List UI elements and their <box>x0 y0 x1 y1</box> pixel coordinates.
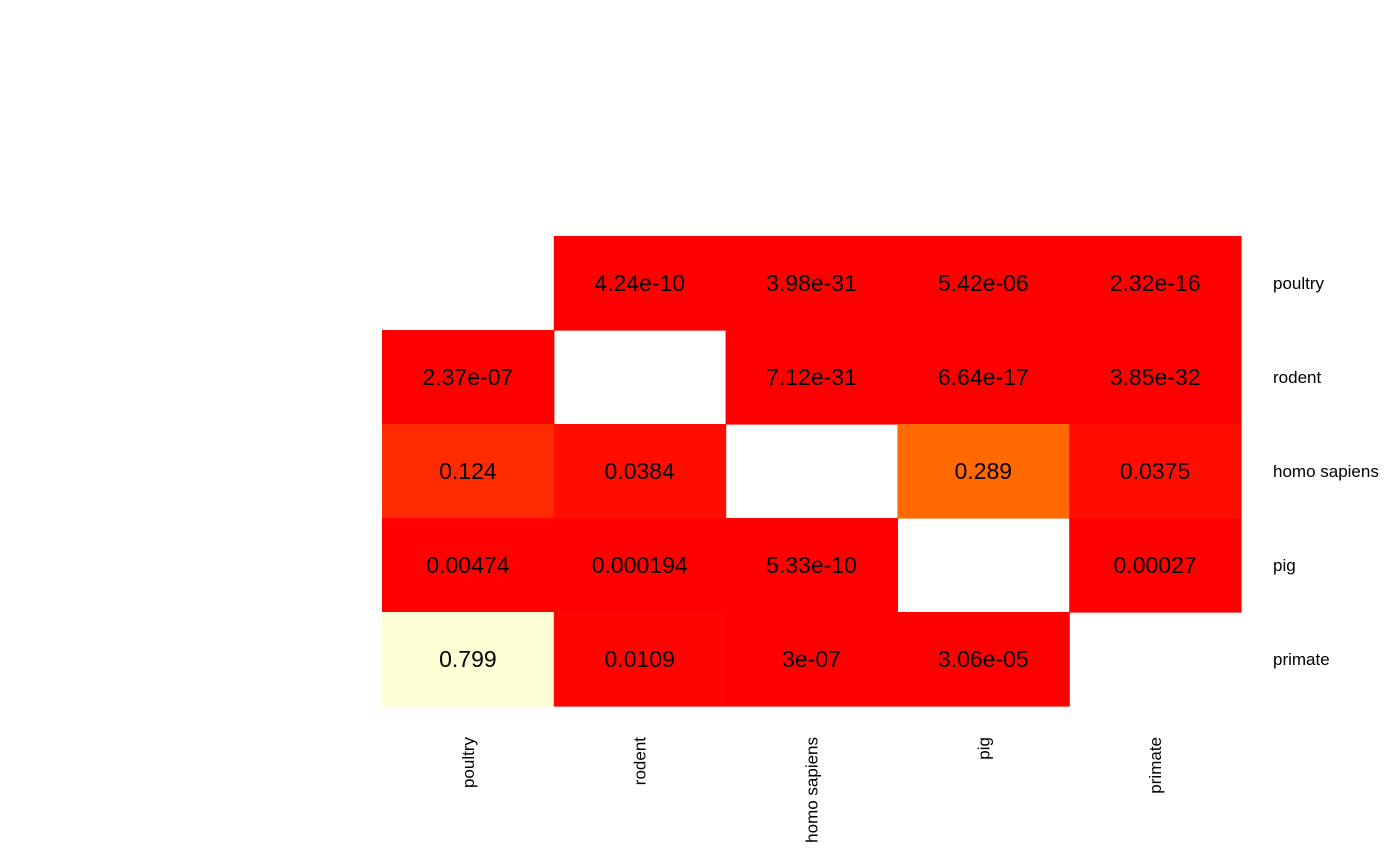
column-label-pig: pig <box>974 737 993 760</box>
heatmap-cell-label: 0.00474 <box>426 552 509 578</box>
heatmap-cell-label: 2.37e-07 <box>422 364 513 390</box>
heatmap-cell-label: 0.0109 <box>605 646 675 672</box>
heatmap-cell-label: 3.98e-31 <box>766 270 857 296</box>
heatmap-cell-label: 7.12e-31 <box>766 364 857 390</box>
heatmap-cell-homo-sapiens-primate <box>1069 424 1242 519</box>
heatmap-cell-poultry-homo-sapiens <box>725 236 898 331</box>
heatmap-cell-rodent-primate <box>1069 330 1242 425</box>
heatmap-cell-label: 0.799 <box>439 646 497 672</box>
heatmap-cell-label: 6.64e-17 <box>938 364 1029 390</box>
heatmap-cell-label: 2.32e-16 <box>1110 270 1201 296</box>
heatmap-cell-primate-homo-sapiens <box>725 612 898 707</box>
heatmap-cell-label: 4.24e-10 <box>594 270 685 296</box>
heatmap-cell-primate-rodent <box>553 612 727 707</box>
row-label-homo-sapiens: homo sapiens <box>1273 462 1379 481</box>
heatmap-cell-label: 0.0375 <box>1120 458 1190 484</box>
heatmap-cell-rodent-poultry <box>382 330 555 425</box>
heatmap-cells: 4.24e-10 3.98e-31 5.42e-06 2.32e-16 2.37e-07… <box>382 236 1242 707</box>
heatmap-cell-homo-sapiens-poultry <box>382 424 555 519</box>
row-label-pig: pig <box>1273 556 1296 575</box>
heatmap-cell-poultry-rodent <box>553 236 727 331</box>
heatmap-cell-label: 5.42e-06 <box>938 270 1029 296</box>
heatmap-cell-label: 0.289 <box>955 458 1013 484</box>
heatmap-cell-label: 0.000194 <box>592 552 688 578</box>
heatmap-cell-primate-pig <box>897 612 1070 707</box>
heatmap-cell-pig-primate <box>1069 518 1242 613</box>
heatmap-cell-label: 0.0384 <box>605 458 676 484</box>
column-label-poultry: poultry <box>459 737 478 789</box>
heatmap-cell-label: 3.85e-32 <box>1110 364 1201 390</box>
heatmap-cell-homo-sapiens-pig <box>897 424 1070 519</box>
heatmap-cell-label: 3e-07 <box>782 646 841 672</box>
row-label-rodent: rodent <box>1273 368 1321 387</box>
heatmap-cell-homo-sapiens-rodent <box>553 424 727 519</box>
heatmap-cell-pig-poultry <box>382 518 555 613</box>
heatmap-cell-primate-poultry <box>382 612 555 707</box>
heatmap-cell-pig-rodent <box>553 518 727 613</box>
heatmap-cell-label: 5.33e-10 <box>766 552 857 578</box>
column-labels: poultry rodent homo sapiens pig primate <box>459 737 1165 843</box>
heatmap-cell-rodent-homo-sapiens <box>725 330 898 425</box>
heatmap-cell-poultry-pig <box>897 236 1070 331</box>
row-label-primate: primate <box>1273 650 1330 669</box>
column-label-primate: primate <box>1146 737 1165 794</box>
heatmap-cell-pig-homo-sapiens <box>725 518 898 613</box>
row-labels: poultry rodent homo sapiens pig primate <box>1273 274 1379 669</box>
row-label-poultry: poultry <box>1273 274 1325 293</box>
column-label-rodent: rodent <box>631 737 650 785</box>
column-label-homo-sapiens: homo sapiens <box>803 737 822 843</box>
heatmap-cell-label: 0.00027 <box>1114 552 1197 578</box>
heatmap-cell-label: 3.06e-05 <box>938 646 1029 672</box>
heatmap-cell-poultry-primate <box>1069 236 1242 331</box>
heatmap-cell-label: 0.124 <box>439 458 497 484</box>
heatmap-cell-rodent-pig <box>897 330 1070 425</box>
